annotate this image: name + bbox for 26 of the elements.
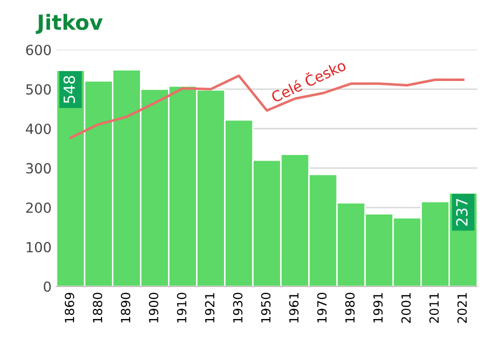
y-tick-label: 300	[26, 163, 51, 174]
y-tick-label: 400	[26, 124, 51, 134]
data-label: 548	[63, 76, 76, 103]
y-tick-label: 600	[26, 44, 51, 56]
text: Celé Česko	[269, 57, 347, 103]
x-tick-label: 2021	[457, 293, 467, 323]
x-tick-label: 1869	[64, 292, 74, 322]
x-tick-label: 1880	[92, 292, 102, 322]
chart-title: Jitkov	[36, 14, 103, 34]
x-tick-label: 1961	[289, 293, 299, 322]
x-tick-label: 1950	[261, 292, 271, 322]
x-tick-label: 1890	[120, 292, 130, 322]
x-tick-label: 2001	[401, 293, 411, 323]
y-tick-label: 0	[44, 281, 51, 292]
y-tick-label: 500	[26, 84, 51, 95]
x-tick-label: 2011	[429, 293, 439, 323]
x-tick-label: 1991	[373, 293, 383, 322]
x-tick-label: 1970	[317, 292, 327, 322]
x-tick-label: 1910	[176, 292, 186, 322]
y-tick-label: 100	[26, 242, 51, 252]
x-tick-label: 1900	[148, 292, 158, 322]
x-tick-label: 1930	[233, 292, 242, 322]
x-tick-label: 1921	[204, 293, 214, 322]
x-tick-label: 1980	[345, 292, 355, 322]
y-tick-label: 200	[26, 202, 51, 213]
data-label: 237	[456, 198, 468, 226]
